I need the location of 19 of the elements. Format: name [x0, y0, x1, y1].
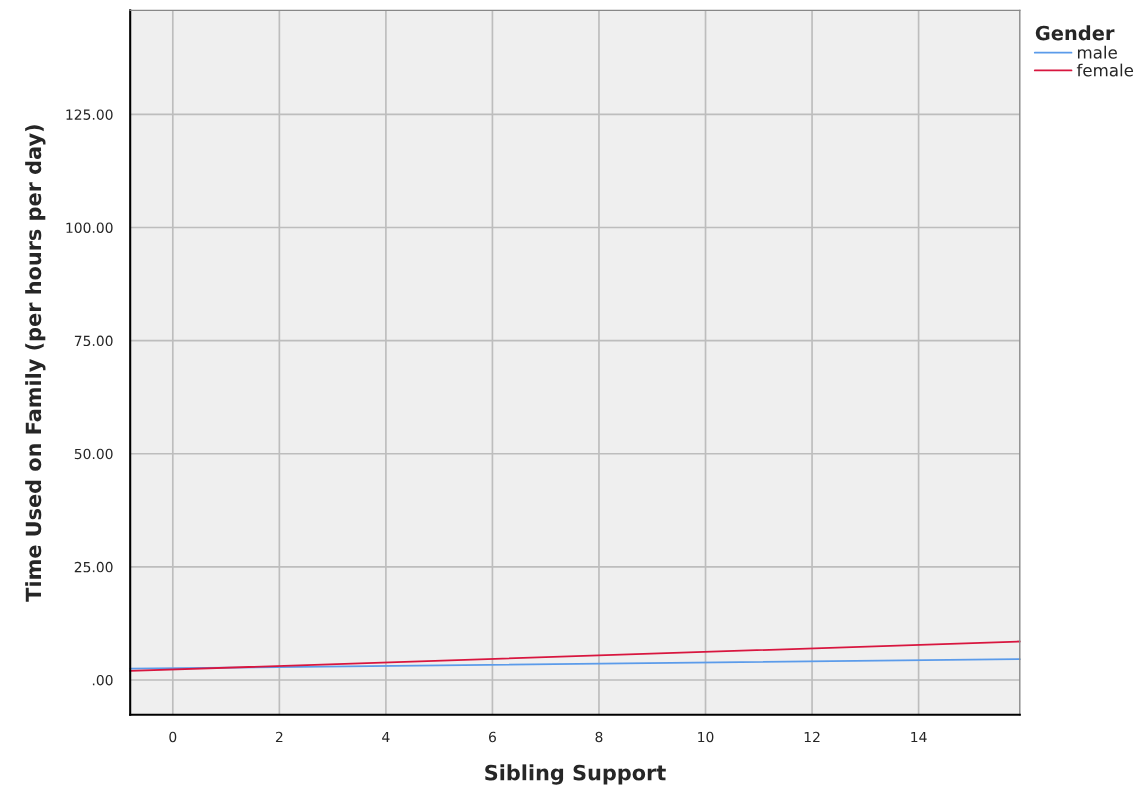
y-tick-label: 125.00 [66, 109, 113, 120]
legend-title: Gender [1035, 25, 1115, 41]
y-tick-label: 50.00 [74, 448, 113, 460]
x-tick-label: 10 [698, 731, 714, 743]
x-tick-label: 6 [488, 731, 496, 743]
y-tick-label: .00 [92, 674, 113, 686]
y-axis-title: Time Used on Family (per hours per day) [25, 125, 46, 602]
y-tick-label: 100.00 [66, 222, 113, 233]
x-axis-title: Sibling Support [485, 764, 666, 785]
x-tick-label: 2 [275, 731, 283, 743]
legend-label: male [1077, 45, 1117, 59]
legend-label: female [1076, 63, 1134, 77]
x-tick-label: 4 [382, 731, 390, 743]
y-tick-label: 75.00 [74, 335, 113, 347]
x-tick-label: 0 [169, 731, 177, 743]
y-tick-label: 25.00 [74, 561, 113, 573]
x-tick-label: 14 [911, 731, 927, 743]
x-tick-label: 12 [804, 731, 820, 743]
x-tick-label: 8 [595, 731, 603, 743]
